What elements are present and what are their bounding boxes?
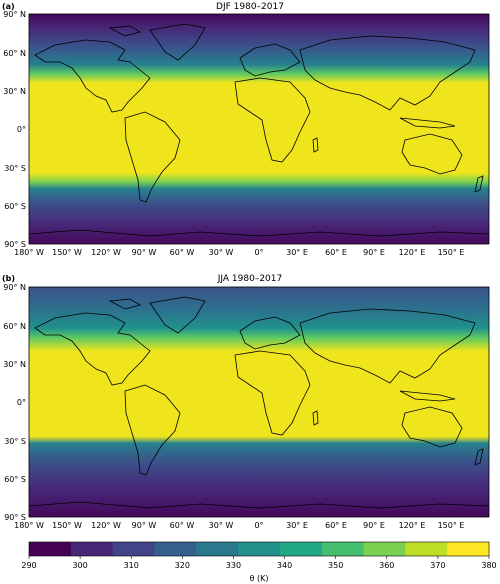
lon-tick-label: 60° W: [170, 248, 195, 257]
map-frame-jja: [28, 286, 490, 518]
lat-tick-label: 0°: [17, 125, 26, 134]
field-djf: [29, 14, 489, 244]
field-jja: [29, 287, 489, 517]
colorbar-bin: [112, 542, 155, 556]
lon-tick-label: 90° W: [132, 521, 157, 530]
colorbar-bin: [405, 542, 448, 556]
colorbar-bin: [279, 542, 323, 556]
lon-tick-label: 30° E: [286, 521, 308, 530]
lon-tick-labels-jja: 180° W 150° W 120° W 90° W 60° W 30° W 0…: [14, 521, 464, 530]
lon-tick-label: 120° E: [399, 521, 426, 530]
panel-djf: (a) DJF 1980–2017: [0, 0, 500, 270]
lon-tick-label: 90° E: [363, 521, 385, 530]
lon-tick-label: 120° W: [91, 521, 121, 530]
lat-tick-label: 90° N: [3, 283, 26, 292]
colorbar-tick-label: 370: [430, 561, 445, 570]
lon-tick-label: 150° W: [52, 521, 82, 530]
lon-tick-label: 150° W: [52, 248, 82, 257]
map-frame-djf: [28, 13, 490, 245]
panel-letter-a: (a): [2, 2, 15, 11]
colorbar-bin: [154, 542, 197, 556]
lat-tick-label: 60° N: [3, 49, 26, 58]
colorbar-tick-label: 290: [21, 561, 36, 570]
colorbar-bin: [70, 542, 114, 556]
lon-tick-label: 60° E: [325, 521, 347, 530]
colorbar-bin: [447, 542, 490, 556]
lat-tick-label: 90° S: [4, 513, 26, 522]
colorbar-ticks: 290 300 310 320 330 340 350 360 370 380: [21, 556, 497, 570]
lon-tick-label: 60° W: [170, 521, 195, 530]
lat-tick-label: 0°: [17, 398, 26, 407]
colorbar-tick-label: 350: [328, 561, 343, 570]
colorbar-bin: [321, 542, 365, 556]
panel-title-djf: DJF 1980–2017: [216, 2, 284, 12]
panel-letter-b: (b): [2, 274, 16, 283]
lon-tick-labels-djf: 180° W 150° W 120° W 90° W 60° W 30° W 0…: [14, 248, 464, 257]
colorbar-bin: [363, 542, 406, 556]
colorbar-tick-label: 300: [72, 561, 87, 570]
lat-tick-labels-djf: 90° N 60° N 30° N 0° 30° S 60° S 90° S: [3, 10, 26, 249]
lon-tick-label: 30° W: [209, 248, 234, 257]
lon-tick-label: 120° E: [399, 248, 426, 257]
lat-tick-label: 60° S: [4, 202, 26, 211]
lat-tick-label: 30° N: [3, 360, 26, 369]
colorbar-tick-label: 340: [277, 561, 292, 570]
lon-tick-label: 30° W: [209, 521, 234, 530]
colorbar-tick-label: 330: [226, 561, 241, 570]
coastlines-jja: [29, 296, 489, 509]
colorbar-bin: [29, 542, 72, 556]
lon-tick-label: 120° W: [91, 248, 121, 257]
colorbar-bin: [196, 542, 239, 556]
colorbar-bin: [238, 542, 281, 556]
colorbar-tick-label: 360: [379, 561, 394, 570]
lon-tick-label: 0°: [254, 248, 263, 257]
panel-title-jja: JJA 1980–2017: [217, 274, 283, 284]
lon-tick-label: 180° W: [14, 248, 44, 257]
lon-tick-label: 0°: [254, 521, 263, 530]
lon-tick-label: 90° W: [132, 248, 157, 257]
lat-tick-label: 90° S: [4, 240, 26, 249]
lon-tick-label: 180° W: [14, 521, 44, 530]
coastlines-djf: [29, 23, 489, 237]
lat-tick-label: 30° N: [3, 87, 26, 96]
lon-tick-label: 60° E: [325, 248, 347, 257]
colorbar-frame: [28, 541, 490, 557]
colorbar-label: θ (K): [250, 574, 269, 583]
lat-tick-labels-jja: 90° N 60° N 30° N 0° 30° S 60° S 90° S: [3, 283, 26, 522]
map-jja: 90° N 60° N 30° N 0° 30° S 60° S 90° S 1…: [3, 283, 490, 530]
lon-tick-label: 30° E: [286, 248, 308, 257]
lat-tick-label: 90° N: [3, 10, 26, 19]
lon-tick-label: 150° E: [438, 248, 465, 257]
map-djf: 90° N 60° N 30° N 0° 30° S 60° S 90° S 1…: [3, 10, 490, 257]
lat-tick-label: 60° N: [3, 322, 26, 331]
colorbar-tick-label: 310: [124, 561, 139, 570]
colorbar-bins: [29, 542, 490, 556]
lat-tick-label: 30° S: [4, 164, 26, 173]
lon-tick-label: 150° E: [438, 521, 465, 530]
lat-tick-label: 60° S: [4, 475, 26, 484]
lon-tick-label: 90° E: [363, 248, 385, 257]
lat-tick-label: 30° S: [4, 437, 26, 446]
colorbar: 290 300 310 320 330 340 350 360 370 380 θ (K): [21, 541, 497, 583]
colorbar-tick-label: 380: [481, 561, 496, 570]
colorbar-tick-label: 320: [175, 561, 190, 570]
panel-jja: (b) JJA 1980–2017: [0, 272, 500, 540]
